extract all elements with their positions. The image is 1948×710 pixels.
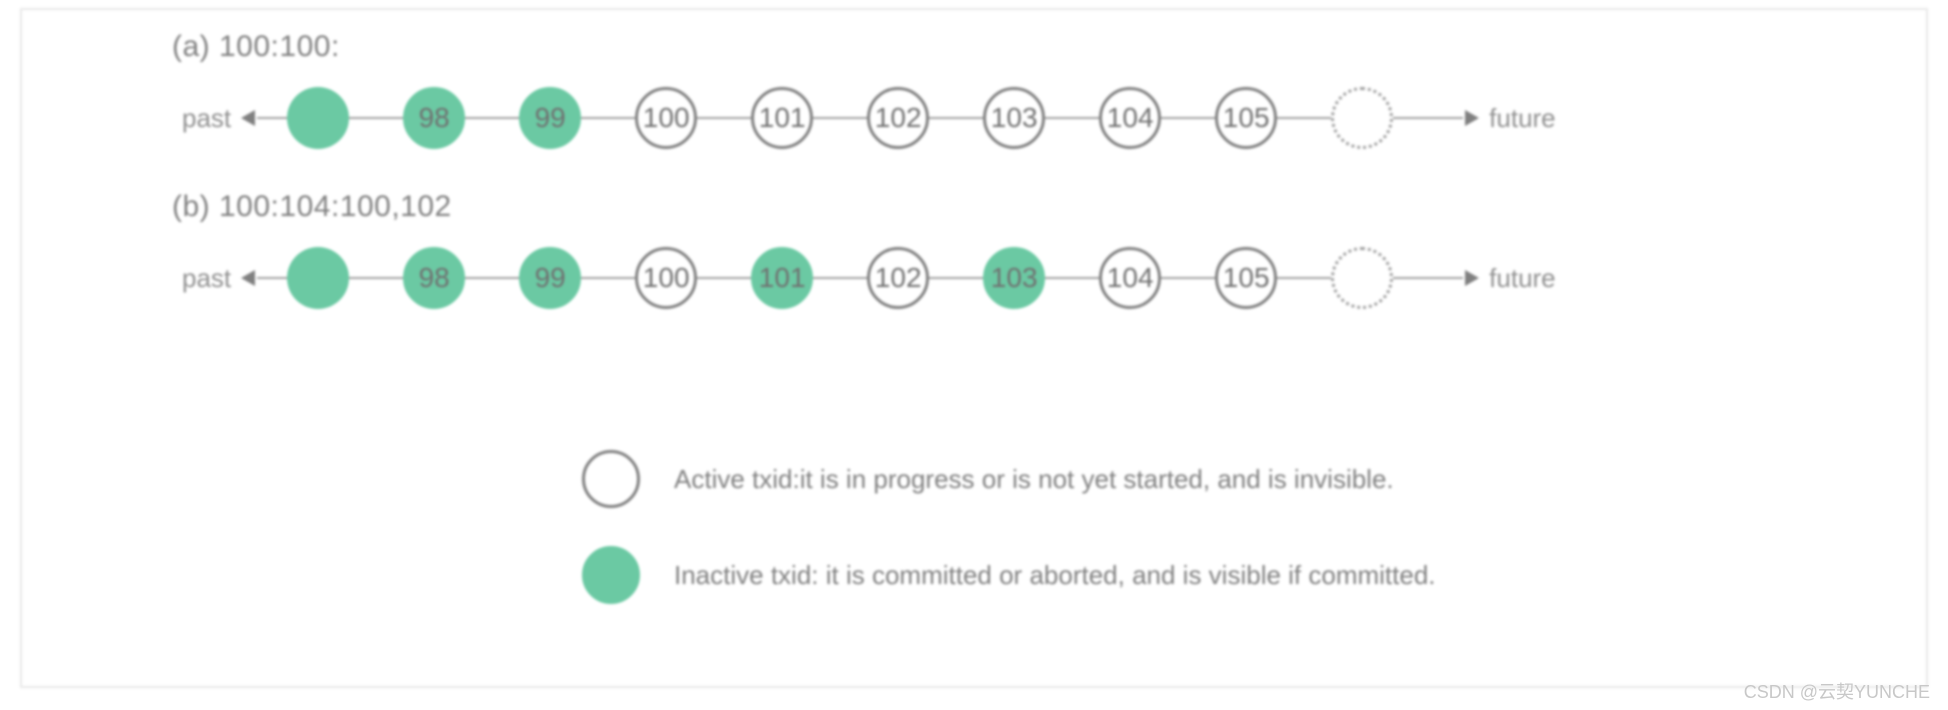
diagram-content: (a) 100:100: past 98 99 100 101 102 103 104 105 f… [172,30,1922,350]
line-segment [581,277,635,279]
past-node [287,247,349,309]
txid-node: 99 [519,87,581,149]
arrow-right-icon [1465,270,1479,286]
line-segment [1393,277,1463,279]
txid-node: 100 [635,247,697,309]
line-segment [349,277,403,279]
txid-node: 104 [1099,247,1161,309]
txid-node: 103 [983,87,1045,149]
line-segment [465,277,519,279]
row-b-label: (b) 100:104:100,102 [172,190,1922,224]
legend-active-text: Active txid:it is in progress or is not … [674,464,1394,495]
line-segment [929,117,983,119]
line-segment [1161,117,1215,119]
line-segment [465,117,519,119]
txid-node: 101 [751,87,813,149]
txid-node: 105 [1215,87,1277,149]
row-a-label: (a) 100:100: [172,30,1922,64]
line-segment [257,117,287,119]
past-label: past [182,103,231,134]
txid-node: 99 [519,247,581,309]
txid-node: 104 [1099,87,1161,149]
line-segment [697,277,751,279]
diagram-frame: (a) 100:100: past 98 99 100 101 102 103 104 105 f… [20,8,1928,688]
line-segment [257,277,287,279]
line-segment [349,117,403,119]
txid-node: 98 [403,247,465,309]
line-segment [813,277,867,279]
txid-node: 102 [867,87,929,149]
txid-node: 103 [983,247,1045,309]
future-node [1331,87,1393,149]
arrow-right-icon [1465,110,1479,126]
legend-active-swatch [582,450,640,508]
txid-node: 102 [867,247,929,309]
line-segment [1161,277,1215,279]
line-segment [813,117,867,119]
line-segment [581,117,635,119]
legend-inactive-text: Inactive txid: it is committed or aborte… [674,560,1436,591]
txid-node: 101 [751,247,813,309]
txid-node: 105 [1215,247,1277,309]
past-label: past [182,263,231,294]
txid-node: 100 [635,87,697,149]
legend-active-row: Active txid:it is in progress or is not … [582,450,1782,508]
line-segment [697,117,751,119]
line-segment [1277,117,1331,119]
legend-inactive-row: Inactive txid: it is committed or aborte… [582,546,1782,604]
future-label: future [1489,103,1556,134]
line-segment [1045,117,1099,119]
line-segment [1277,277,1331,279]
legend-inactive-swatch [582,546,640,604]
future-node [1331,247,1393,309]
timeline-row-a: past 98 99 100 101 102 103 104 105 future [172,82,1922,154]
watermark: CSDN @云契YUNCHE [1744,678,1930,704]
line-segment [929,277,983,279]
arrow-left-icon [241,270,255,286]
legend: Active txid:it is in progress or is not … [582,450,1782,642]
timeline-row-b: past 98 99 100 101 102 103 104 105 future [172,242,1922,314]
past-node [287,87,349,149]
future-label: future [1489,263,1556,294]
line-segment [1045,277,1099,279]
txid-node: 98 [403,87,465,149]
line-segment [1393,117,1463,119]
arrow-left-icon [241,110,255,126]
